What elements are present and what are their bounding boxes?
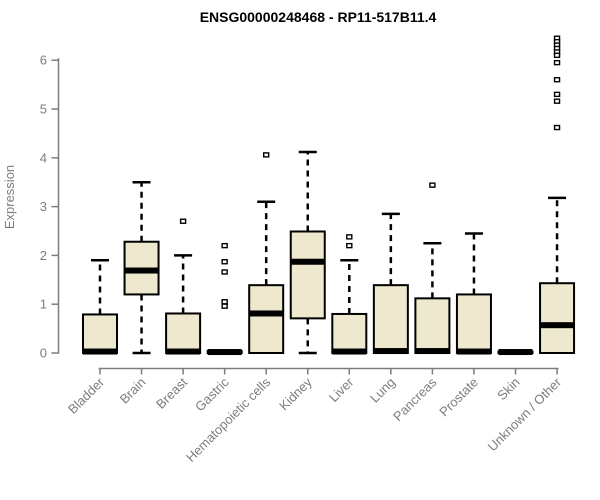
x-tick-label-gastric: Gastric (192, 374, 232, 414)
boxplot-hematopoietic-cells (248, 152, 285, 354)
boxplot-lung (372, 212, 409, 355)
median-line (540, 322, 575, 329)
boxplot-prostate (455, 232, 492, 355)
outlier-point (346, 242, 353, 249)
x-tick-label-skin: Skin (494, 375, 522, 403)
x-tick-label-brain: Brain (117, 375, 149, 407)
outlier-point (221, 259, 228, 265)
boxplot-brain (123, 180, 160, 355)
outlier-point (221, 269, 228, 275)
outlier-point (553, 98, 561, 104)
x-tick-label-pancreas: Pancreas (390, 374, 440, 424)
iqr-box (82, 313, 118, 354)
boxplot-unknown-other (539, 35, 576, 354)
median-line (290, 258, 325, 265)
y-tick-label: 4 (40, 150, 47, 165)
outlier-point (553, 124, 561, 131)
y-tick-label: 1 (40, 297, 47, 312)
outlier-point (179, 218, 187, 224)
x-tick-label-liver: Liver (326, 374, 357, 405)
y-axis-title: Expression (2, 165, 17, 229)
median-line (124, 267, 159, 274)
boxplot-skin (497, 349, 534, 356)
outlier-point (221, 242, 228, 249)
y-tick-label: 5 (40, 102, 47, 117)
median-line (207, 349, 242, 356)
outlier-point (221, 299, 228, 305)
iqr-box (455, 293, 492, 355)
iqr-box (248, 284, 285, 354)
y-tick-label: 2 (40, 248, 47, 263)
x-tick-label-prostate: Prostate (436, 375, 481, 420)
median-line (456, 348, 491, 355)
chart-title: ENSG00000248468 - RP11-517B11.4 (200, 9, 437, 25)
outlier-point (553, 77, 561, 83)
iqr-box (331, 312, 368, 354)
iqr-box (539, 282, 576, 354)
y-tick-label: 6 (40, 53, 47, 68)
boxplot-gastric (206, 242, 243, 356)
boxplot-pancreas (414, 182, 451, 355)
x-tick-label-unknown-other: Unknown / Other (485, 374, 565, 454)
outlier-point (346, 234, 353, 240)
boxplot-kidney (289, 150, 326, 355)
outlier-point (553, 59, 561, 66)
boxplot-liver (331, 234, 368, 355)
median-line (166, 348, 201, 355)
boxplot-breast (165, 218, 202, 355)
x-tick-label-breast: Breast (153, 374, 190, 411)
boxplot-bladder (82, 259, 118, 355)
median-line (373, 348, 408, 355)
median-line (415, 348, 450, 355)
median-line (332, 348, 367, 355)
median-line (498, 349, 533, 356)
outlier-point (553, 52, 561, 59)
iqr-box (372, 284, 409, 354)
x-tick-label-lung: Lung (367, 375, 398, 406)
x-tick-label-kidney: Kidney (276, 374, 315, 413)
iqr-box (165, 312, 202, 354)
y-tick-label: 3 (40, 199, 47, 214)
outlier-point (553, 91, 561, 98)
outlier-point (263, 152, 270, 158)
iqr-box (414, 297, 451, 354)
iqr-box (289, 230, 326, 320)
median-line (249, 310, 284, 317)
x-tick-label-bladder: Bladder (65, 374, 108, 417)
median-line (83, 348, 117, 355)
outlier-point (221, 303, 228, 309)
y-tick-label: 0 (40, 346, 47, 361)
outlier-point (429, 182, 436, 188)
